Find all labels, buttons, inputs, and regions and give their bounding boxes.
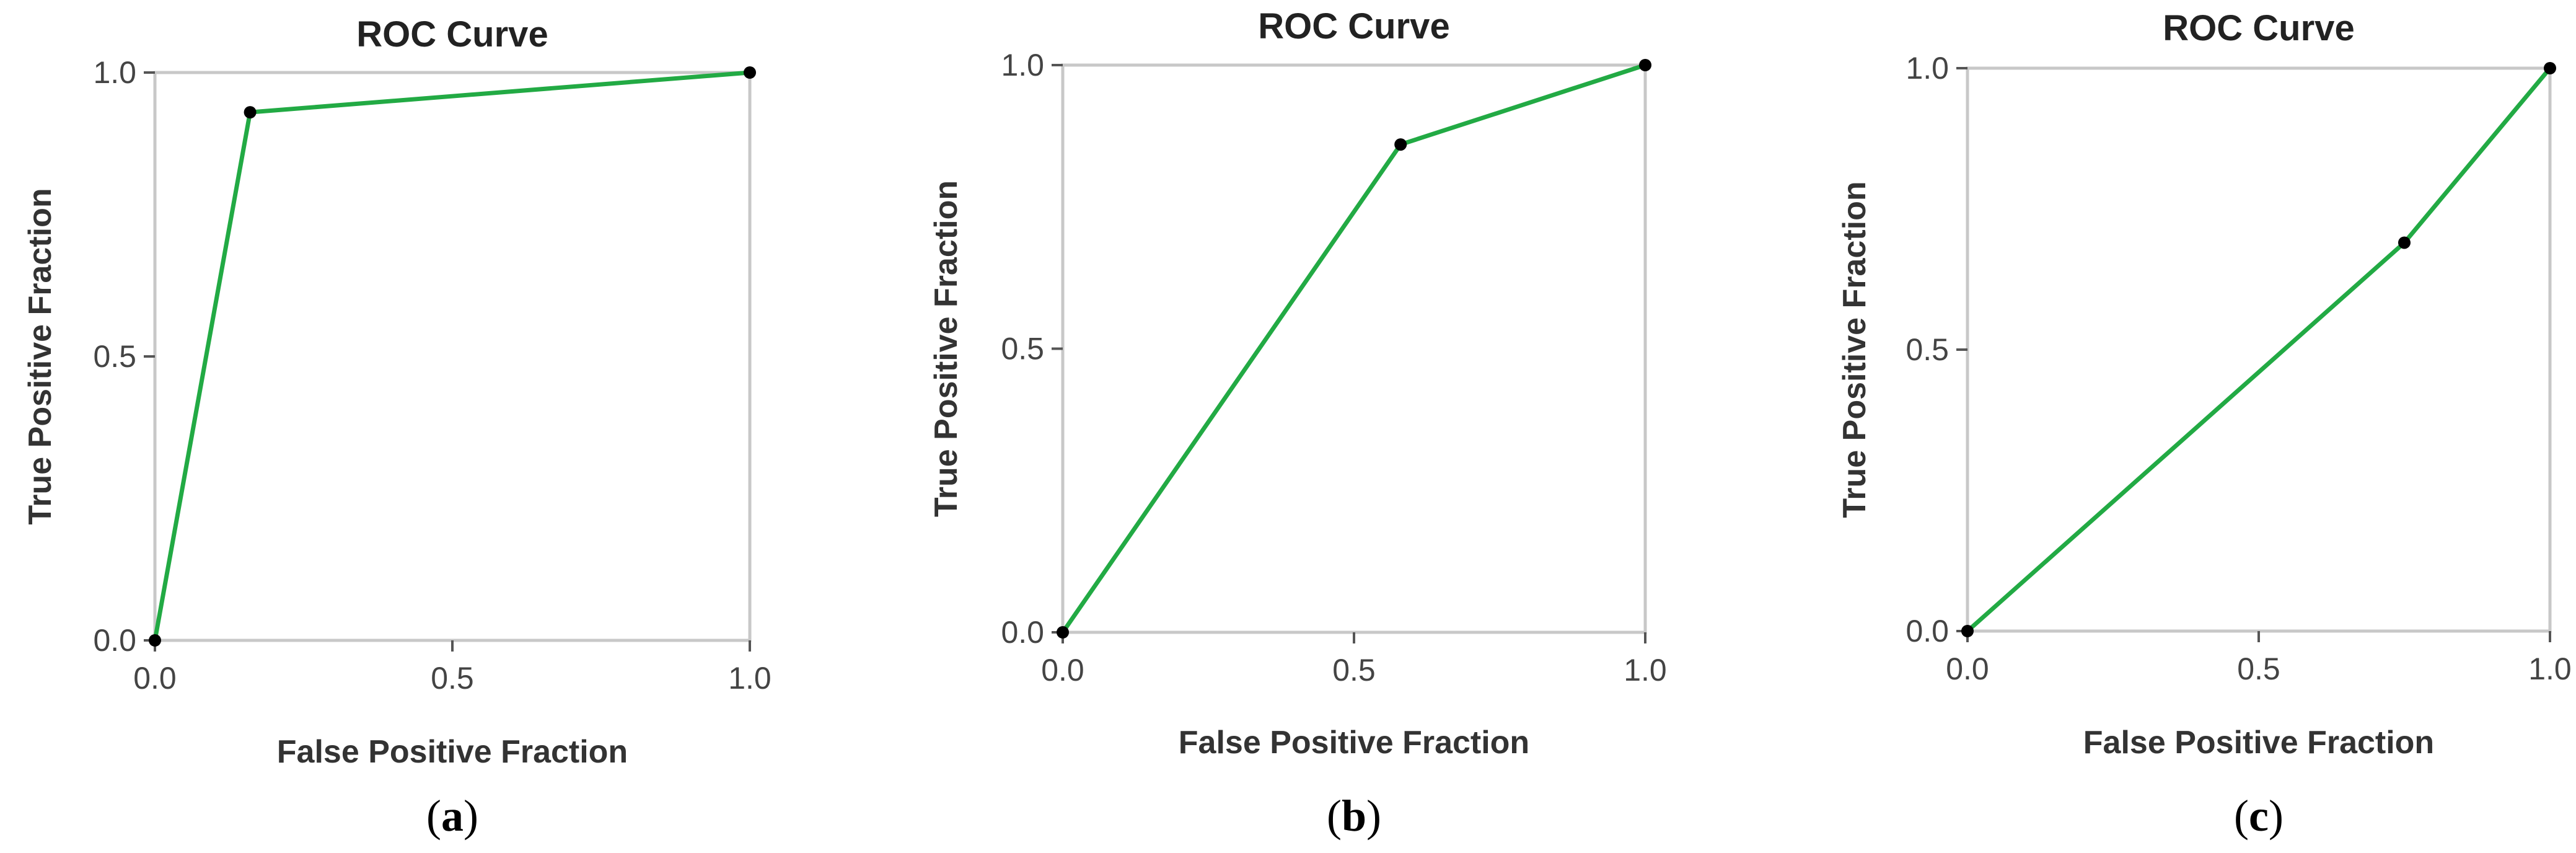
y-tick-label: 1.0	[1001, 48, 1044, 82]
caption-letter: c	[2249, 791, 2269, 841]
panel-caption: (a)	[426, 791, 478, 841]
y-tick-label: 0.5	[93, 339, 136, 374]
roc-point	[1057, 626, 1069, 639]
chart-title: ROC Curve	[356, 14, 548, 55]
chart-panel-c: ROC Curve 0.0 0.5 1.0 0.0 0.5 1.0 False Positiv…	[1837, 8, 2572, 841]
y-axis-label: True Positive Fraction	[928, 180, 964, 517]
y-tick-label: 1.0	[1906, 51, 1949, 86]
caption-open-paren: (	[2234, 791, 2249, 841]
roc-point	[1394, 138, 1407, 151]
x-axis-label: False Positive Fraction	[277, 734, 628, 770]
y-tick-label: 0.5	[1906, 332, 1949, 367]
x-tick-label: 0.0	[133, 661, 177, 696]
roc-point	[1639, 59, 1651, 71]
caption-open-paren: (	[426, 791, 441, 841]
x-tick-label: 1.0	[2528, 652, 2572, 686]
caption-close-paren: )	[1366, 791, 1381, 841]
caption-letter: b	[1342, 791, 1366, 841]
roc-point	[744, 66, 756, 79]
x-axis-label: False Positive Fraction	[2083, 725, 2434, 761]
x-tick-label: 1.0	[1624, 653, 1667, 687]
chart-title: ROC Curve	[1258, 6, 1449, 46]
plot-frame	[1966, 66, 2552, 633]
panel-caption: (c)	[2234, 791, 2284, 841]
plot-frame	[153, 71, 752, 642]
roc-point	[1961, 625, 1974, 637]
y-axis-label: True Positive Fraction	[1837, 181, 1873, 518]
chart-title: ROC Curve	[2163, 8, 2354, 48]
chart-panel-a: ROC Curve 0.0 0.5 1.0 0.0 0.5 1.0 False Positiv…	[22, 14, 771, 841]
roc-point	[2544, 62, 2556, 74]
y-tick-label: 1.0	[93, 55, 136, 90]
x-tick-label: 1.0	[728, 661, 771, 696]
roc-point	[2398, 236, 2411, 249]
caption-letter: a	[441, 791, 464, 841]
roc-point	[149, 634, 161, 647]
x-axis-label: False Positive Fraction	[1179, 725, 1529, 761]
y-tick-label: 0.0	[1906, 614, 1949, 648]
x-tick-label: 0.0	[1946, 652, 1989, 686]
y-tick-label: 0.5	[1001, 332, 1044, 366]
y-axis-label: True Positive Fraction	[22, 188, 58, 524]
y-tick-label: 0.0	[93, 623, 136, 658]
x-tick-label: 0.5	[1332, 653, 1376, 687]
roc-point	[244, 106, 257, 119]
caption-close-paren: )	[464, 791, 478, 841]
x-tick-label: 0.0	[1041, 653, 1084, 687]
panel-caption: (b)	[1327, 791, 1381, 841]
caption-open-paren: (	[1327, 791, 1342, 841]
chart-panel-b: ROC Curve 0.0 0.5 1.0 0.0 0.5 1.0 False Positiv…	[928, 6, 1667, 841]
x-tick-label: 0.5	[431, 661, 474, 696]
caption-close-paren: )	[2269, 791, 2284, 841]
x-tick-label: 0.5	[2237, 652, 2280, 686]
y-tick-label: 0.0	[1001, 615, 1044, 650]
plot-frame	[1061, 63, 1647, 634]
